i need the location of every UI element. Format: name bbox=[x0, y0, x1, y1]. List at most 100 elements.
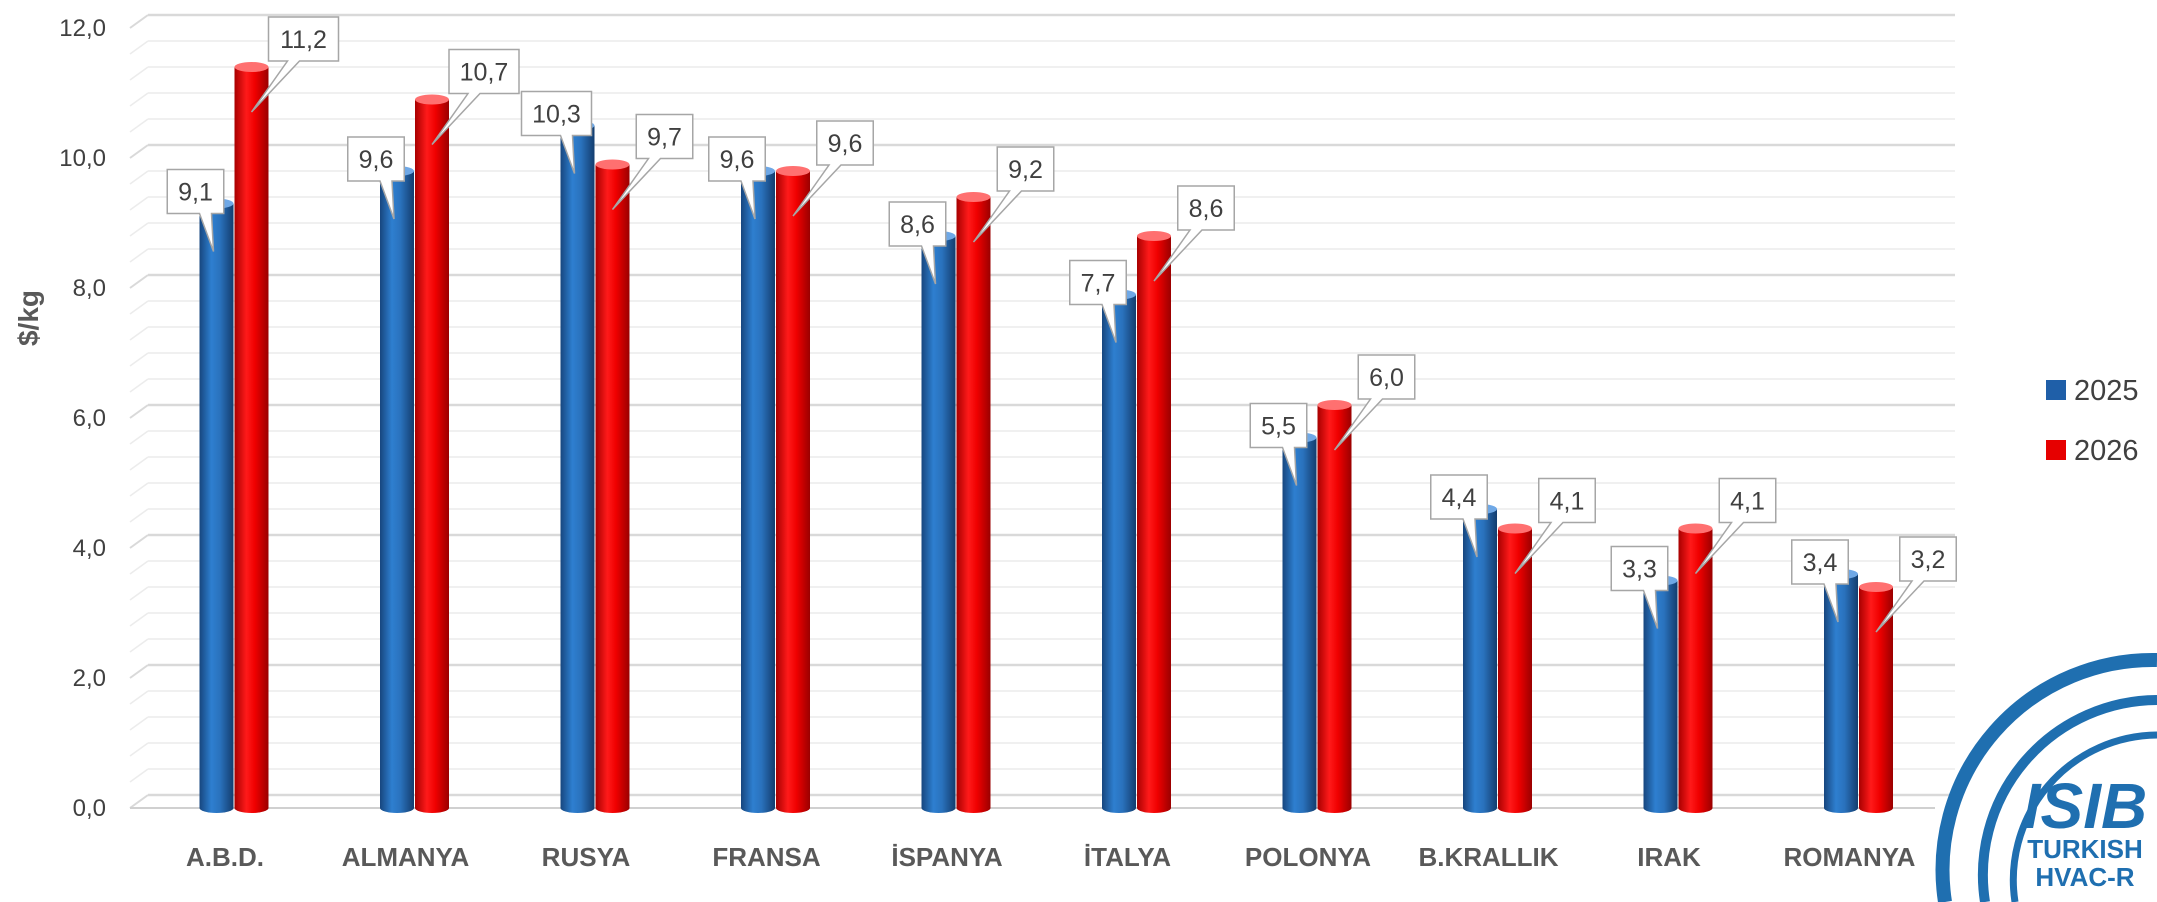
legend-item-2025: 2025 bbox=[2046, 375, 2139, 407]
data-label-2025-5: 7,7 bbox=[1069, 259, 1127, 343]
data-label-2026-9: 3,2 bbox=[1875, 536, 1957, 633]
bar-2025-9 bbox=[1824, 569, 1858, 813]
bar-2025-1 bbox=[380, 166, 414, 813]
data-label-2025-3: 9,6 bbox=[708, 136, 766, 220]
gridline-side bbox=[129, 170, 149, 185]
gridline-side bbox=[129, 274, 149, 289]
legend-swatch bbox=[2046, 440, 2066, 460]
gridline-side bbox=[129, 248, 149, 263]
data-label-2026-0: 11,2 bbox=[250, 16, 340, 113]
data-label-text: 3,3 bbox=[1622, 556, 1657, 584]
bar-2026-5 bbox=[1137, 231, 1171, 813]
data-label-text: 3,2 bbox=[1911, 546, 1946, 574]
data-label-2026-2: 9,7 bbox=[611, 113, 694, 211]
data-label-2026-5: 8,6 bbox=[1153, 185, 1235, 282]
data-label-text: 3,4 bbox=[1803, 549, 1838, 577]
data-label-2026-4: 9,2 bbox=[972, 146, 1055, 243]
data-label-text: 4,1 bbox=[1550, 488, 1585, 516]
data-label-text: 9,6 bbox=[828, 130, 863, 158]
data-label-2025-2: 10,3 bbox=[520, 90, 593, 174]
legend-label: 2025 bbox=[2074, 375, 2139, 407]
gridline-side bbox=[129, 92, 149, 107]
bar-2025-5 bbox=[1102, 289, 1136, 813]
bar-2026-3 bbox=[776, 166, 810, 813]
bar-2026-4 bbox=[956, 192, 991, 813]
gridline-side bbox=[129, 326, 149, 341]
data-label-2025-0: 9,1 bbox=[166, 168, 225, 252]
data-label-text: 9,1 bbox=[178, 179, 213, 207]
legend-label: 2026 bbox=[2074, 435, 2139, 467]
gridline-side bbox=[129, 690, 149, 705]
data-label-2026-7: 4,1 bbox=[1514, 477, 1596, 575]
bar-2025-8 bbox=[1643, 575, 1678, 813]
x-category-label: B.KRALLIK bbox=[1418, 842, 1558, 872]
bar-2025-3 bbox=[741, 166, 775, 813]
data-label-text: 8,6 bbox=[900, 211, 935, 239]
bar-2026-1 bbox=[415, 94, 449, 813]
y-tick-label: 12,0 bbox=[59, 15, 106, 42]
data-label-2025-4: 8,6 bbox=[888, 201, 947, 285]
logo-line1: TURKISH bbox=[2027, 834, 2143, 864]
bar-2025-0 bbox=[199, 198, 234, 813]
x-category-label: İTALYA bbox=[1084, 842, 1171, 872]
y-tick-label: 2,0 bbox=[73, 665, 106, 692]
data-label-2025-7: 4,4 bbox=[1430, 474, 1488, 558]
gridline-side bbox=[129, 612, 149, 627]
gridline-side bbox=[129, 352, 149, 367]
gridline-side bbox=[129, 716, 149, 731]
gridline-side bbox=[129, 742, 149, 757]
gridline-side bbox=[129, 196, 149, 211]
gridline-side bbox=[129, 456, 149, 471]
data-label-text: 10,3 bbox=[532, 101, 581, 129]
bar-2025-4 bbox=[921, 231, 956, 813]
data-labels: 9,1 11,2 9,6 10,7 10,3 9,7 9,6 9,6 8,6 9,2 7,7 8,6 5… bbox=[166, 16, 1957, 633]
data-label-2025-8: 3,3 bbox=[1610, 545, 1669, 629]
data-label-text: 5,5 bbox=[1261, 413, 1296, 441]
data-label-text: 9,7 bbox=[647, 124, 682, 152]
gridline-side bbox=[129, 586, 149, 601]
data-label-text: 11,2 bbox=[280, 26, 327, 54]
data-label-text: 9,6 bbox=[359, 146, 394, 174]
legend-item-2026: 2026 bbox=[2046, 435, 2139, 467]
gridline-side bbox=[129, 664, 149, 679]
gridline-side bbox=[129, 14, 149, 29]
y-tick-label: 0,0 bbox=[73, 795, 106, 822]
gridline-side bbox=[129, 638, 149, 653]
data-label-2026-1: 10,7 bbox=[431, 48, 520, 146]
gridline-side bbox=[129, 300, 149, 315]
gridline-side bbox=[129, 378, 149, 393]
y-axis-ticks: 0,0 2,0 4,0 6,0 8,0 10,0 12,0 bbox=[59, 15, 106, 822]
data-label-text: 7,7 bbox=[1081, 270, 1116, 298]
x-category-label: ROMANYA bbox=[1784, 842, 1916, 872]
gridline-side bbox=[129, 430, 149, 445]
legend-swatch bbox=[2046, 380, 2066, 400]
logo-line2: HVAC-R bbox=[2035, 862, 2134, 892]
bar-2026-0 bbox=[234, 62, 269, 813]
x-category-label: ALMANYA bbox=[342, 842, 470, 872]
bar-2025-6 bbox=[1282, 432, 1317, 813]
bar-2025-7 bbox=[1463, 504, 1497, 813]
data-label-text: 6,0 bbox=[1369, 364, 1404, 392]
y-axis-label: $/kg bbox=[13, 290, 44, 346]
bar-2026-9 bbox=[1859, 582, 1893, 813]
data-label-text: 4,4 bbox=[1442, 484, 1477, 512]
data-label-2025-1: 9,6 bbox=[347, 136, 405, 220]
gridline-side bbox=[129, 482, 149, 497]
x-category-label: IRAK bbox=[1637, 842, 1701, 872]
data-label-2026-8: 4,1 bbox=[1694, 477, 1777, 575]
y-tick-label: 8,0 bbox=[73, 275, 106, 302]
data-label-text: 9,6 bbox=[720, 146, 755, 174]
data-label-text: 8,6 bbox=[1189, 195, 1224, 223]
legend: 2025 2026 bbox=[2046, 375, 2139, 467]
y-tick-label: 10,0 bbox=[59, 145, 106, 172]
gridline-side bbox=[129, 404, 149, 419]
data-label-2026-3: 9,6 bbox=[792, 120, 874, 217]
bar-2026-8 bbox=[1678, 523, 1713, 813]
logo-name: ISIB bbox=[2023, 770, 2147, 842]
y-tick-label: 4,0 bbox=[73, 535, 106, 562]
gridline-side bbox=[129, 768, 149, 783]
data-label-text: 10,7 bbox=[460, 59, 509, 87]
data-label-text: 4,1 bbox=[1730, 488, 1765, 516]
gridline-side bbox=[129, 66, 149, 81]
